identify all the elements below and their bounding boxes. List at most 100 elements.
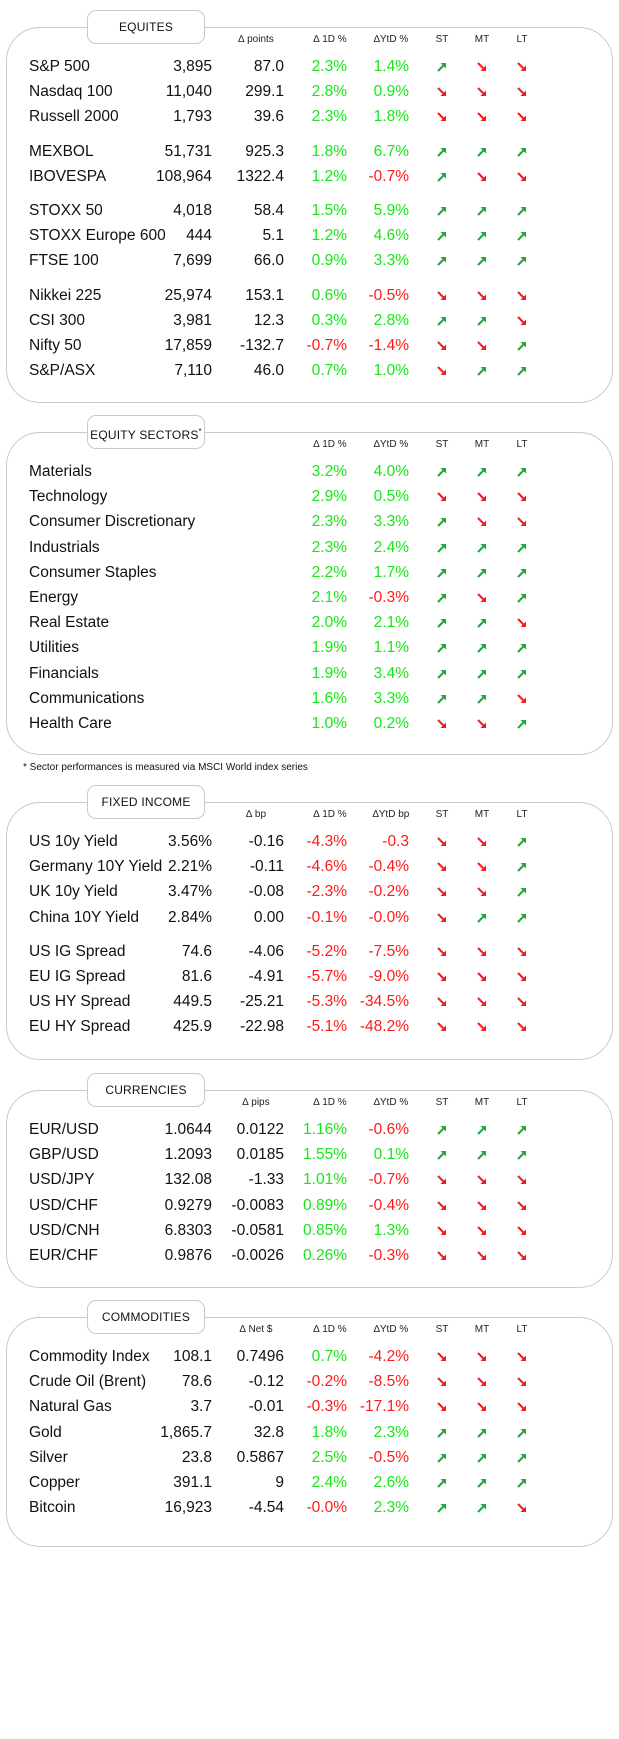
row-1d-pct: 1.5%	[311, 202, 347, 219]
row-ytd-pct: -0.4%	[368, 858, 410, 876]
fixed-income-title: FIXED INCOME	[87, 785, 205, 819]
trend-up-arrow-icon	[437, 517, 447, 528]
table-row: IBOVESPA 108,964 1322.4 1.2% -0.7%	[7, 163, 612, 191]
trend-down-arrow-icon	[477, 1402, 487, 1412]
col-header-lt: LT	[516, 809, 528, 820]
row-change: -1.33	[248, 1171, 284, 1189]
trend-down-arrow-icon	[437, 290, 447, 301]
table-row: US HY Spread 449.5 -25.21 -5.3% -34.5%	[7, 988, 612, 1016]
trend-down-arrow-icon	[477, 1251, 487, 1261]
trend-down-arrow-icon	[517, 172, 527, 182]
row-value: 1,865.7	[160, 1423, 212, 1441]
trend-up-arrow-icon	[477, 1478, 487, 1488]
col-header-ytd: ∆YtD %	[373, 34, 409, 45]
row-ytd-pct: 1.7%	[373, 563, 409, 581]
trend-down-arrow-icon	[437, 1377, 447, 1387]
trend-up-arrow-icon	[517, 1478, 527, 1488]
panel-title-text: FIXED INCOME	[101, 795, 191, 809]
row-value: 132.08	[164, 1171, 212, 1189]
row-ytd-pct: -48.2%	[359, 1018, 409, 1036]
row-change: 153.1	[245, 286, 284, 304]
trend-down-arrow-icon	[517, 1402, 527, 1412]
trend-down-arrow-icon	[437, 1226, 447, 1236]
row-name: US HY Spread	[29, 993, 131, 1011]
trend-up-arrow-icon	[517, 669, 527, 679]
row-name: STOXX Europe 600	[29, 227, 166, 245]
trend-up-arrow-icon	[517, 862, 527, 872]
row-1d-pct: 2.2%	[311, 563, 347, 581]
col-header-st: ST	[435, 1097, 449, 1108]
table-row: S&P 500 3,895 87.0 2.3% 1.4%	[7, 53, 612, 81]
row-ytd-pct: -0.0%	[368, 908, 410, 926]
row-ytd-pct: -0.5%	[368, 1448, 410, 1466]
row-name: EUR/USD	[29, 1121, 99, 1138]
row-name: Financials	[29, 664, 99, 682]
trend-down-arrow-icon	[477, 341, 487, 351]
row-1d-pct: 0.6%	[311, 286, 347, 304]
row-1d-pct: 1.8%	[311, 142, 347, 160]
row-ytd-pct: 2.6%	[373, 1474, 409, 1491]
table-row: Russell 2000 1,793 39.6 2.3% 1.8%	[7, 103, 612, 131]
row-1d-pct: 0.3%	[311, 311, 347, 329]
trend-up-arrow-icon	[437, 316, 447, 326]
trend-down-arrow-icon	[517, 1175, 527, 1185]
equities-panel: EQUITES ∆ points ∆ 1D % ∆YtD % ST MT LT S&P 500…	[6, 10, 613, 403]
row-ytd-pct: -0.6%	[368, 1121, 410, 1138]
row-change: -0.0083	[231, 1196, 284, 1214]
row-ytd-pct: 1.4%	[373, 58, 409, 75]
trend-up-arrow-icon	[437, 669, 447, 679]
row-ytd-pct: 2.3%	[373, 1499, 409, 1517]
table-row: Nasdaq 100 11,040 299.1 2.8% 0.9%	[7, 78, 612, 106]
trend-down-arrow-icon	[517, 316, 527, 326]
row-1d-pct: 1.9%	[311, 639, 347, 657]
table-row: Energy 2.1% -0.3%	[7, 584, 612, 612]
trend-up-arrow-icon	[477, 147, 487, 157]
trend-down-arrow-icon	[517, 1503, 527, 1513]
trend-down-arrow-icon	[437, 112, 447, 122]
row-1d-pct: 0.26%	[303, 1247, 347, 1264]
table-row: US IG Spread 74.6 -4.06 -5.2% -7.5%	[7, 938, 612, 966]
row-value: 3.56%	[168, 833, 212, 850]
row-value: 1.0644	[164, 1121, 212, 1138]
trend-down-arrow-icon	[517, 1226, 527, 1236]
panel-title-text: EQUITES	[118, 20, 174, 34]
trend-down-arrow-icon	[517, 62, 527, 72]
trend-up-arrow-icon	[517, 719, 527, 729]
trend-down-arrow-icon	[437, 1352, 447, 1362]
row-change: -0.08	[248, 883, 284, 901]
row-ytd-pct: -7.5%	[368, 942, 410, 960]
row-ytd-pct: 1.1%	[373, 639, 409, 657]
footnote-mark: *	[198, 427, 202, 436]
trend-down-arrow-icon	[437, 947, 447, 957]
row-1d-pct: 1.16%	[303, 1121, 347, 1138]
table-row: EU HY Spread 425.9 -22.98 -5.1% -48.2%	[7, 1013, 612, 1041]
trend-down-arrow-icon	[437, 341, 447, 351]
sectors-panel: EQUITY SECTORS* ∆ 1D % ∆YtD % ST MT LT Materia…	[6, 415, 613, 755]
row-ytd-pct: 3.3%	[373, 689, 409, 707]
col-header-lt: LT	[516, 1097, 528, 1108]
trend-up-arrow-icon	[437, 1428, 447, 1438]
row-change: 0.7496	[236, 1348, 284, 1365]
trend-down-arrow-icon	[477, 1200, 487, 1211]
col-header-lt: LT	[516, 1324, 528, 1335]
row-change: 0.0185	[236, 1146, 284, 1164]
trend-down-arrow-icon	[517, 492, 527, 502]
row-1d-pct: -0.7%	[306, 337, 348, 354]
trend-down-arrow-icon	[437, 1022, 447, 1032]
trend-down-arrow-icon	[437, 492, 447, 502]
trend-down-arrow-icon	[517, 1022, 527, 1032]
trend-down-arrow-icon	[477, 290, 487, 301]
row-value: 2.84%	[168, 908, 212, 926]
trend-down-arrow-icon	[517, 972, 527, 982]
table-row: Health Care 1.0% 0.2%	[7, 710, 612, 738]
trend-down-arrow-icon	[517, 112, 527, 122]
row-name: FTSE 100	[29, 252, 99, 270]
row-1d-pct: -2.3%	[306, 883, 348, 901]
sector-footnote: * Sector performances is measured via MS…	[23, 762, 308, 773]
col-header-mt: MT	[474, 1097, 490, 1108]
row-name: China 10Y Yield	[29, 908, 140, 926]
row-name: USD/JPY	[29, 1171, 95, 1189]
table-row: USD/CNH 6.8303 -0.0581 0.85% 1.3%	[7, 1217, 612, 1245]
trend-up-arrow-icon	[437, 172, 447, 182]
col-header-1d: ∆ 1D %	[313, 1324, 347, 1335]
